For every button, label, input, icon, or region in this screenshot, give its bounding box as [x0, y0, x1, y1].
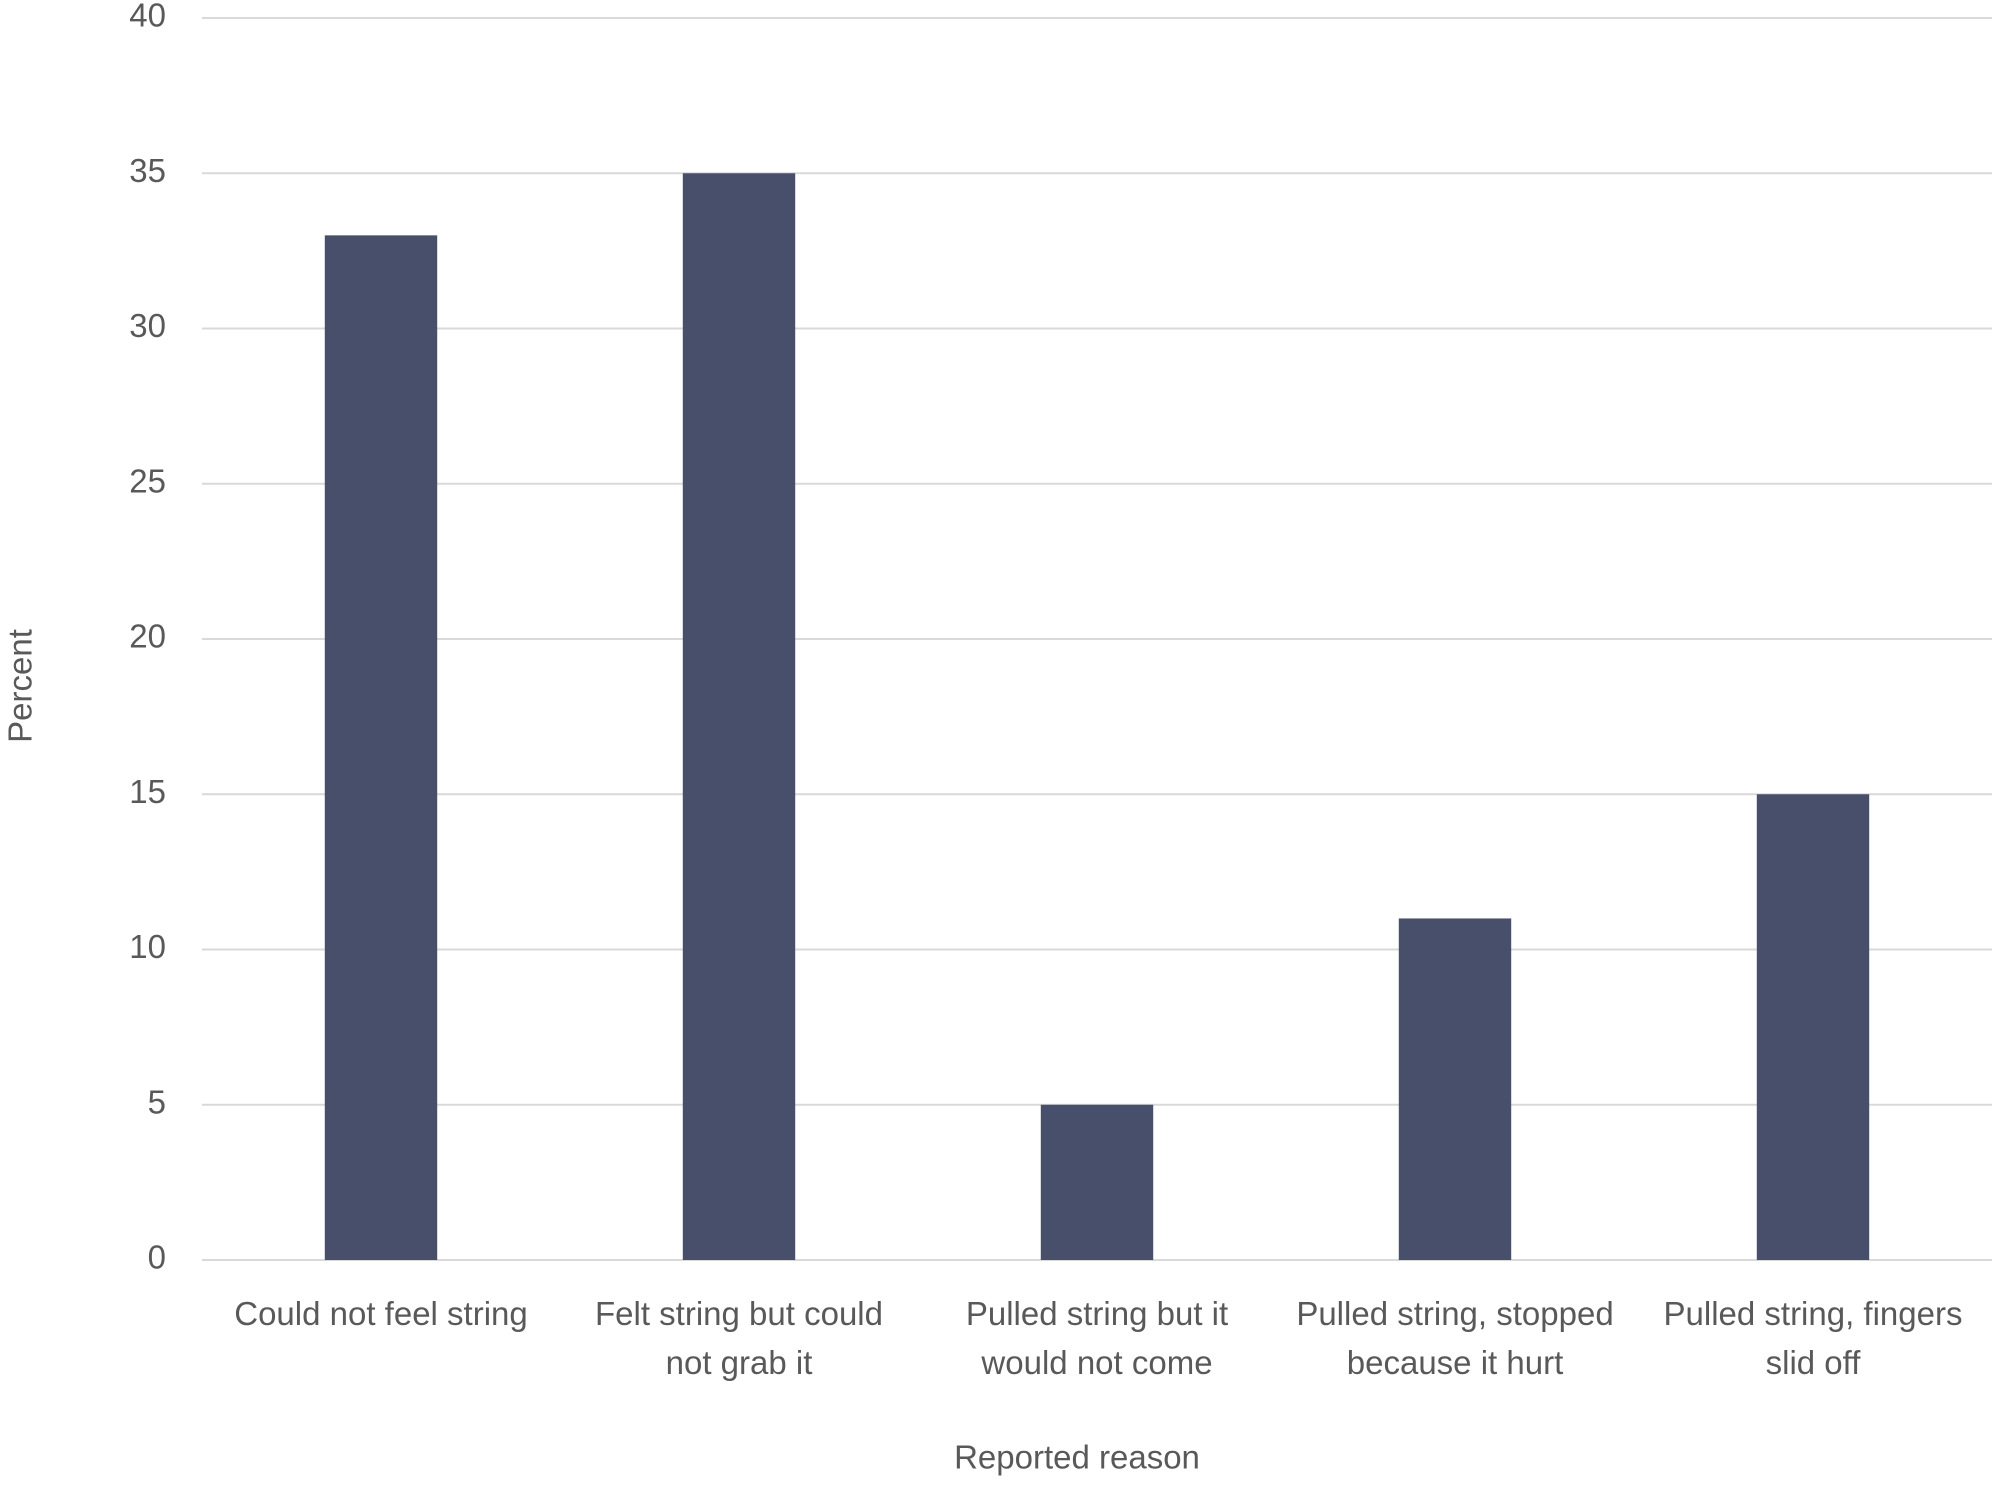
y-tick-label: 0 — [148, 1239, 166, 1276]
y-tick-label: 10 — [129, 928, 166, 965]
y-tick-label: 25 — [129, 462, 166, 499]
y-tick-label: 35 — [129, 152, 166, 189]
bar — [1040, 1104, 1154, 1260]
bar — [324, 235, 438, 1261]
x-tick-label: Pulled string, fingers slid off — [1663, 1295, 1963, 1381]
bar — [682, 173, 796, 1260]
y-tick-label: 15 — [129, 773, 166, 810]
bar — [1756, 794, 1870, 1260]
x-tick-label: Pulled string, stopped because it hurt — [1296, 1295, 1614, 1381]
x-tick-label: Could not feel string — [234, 1295, 528, 1332]
bar — [1398, 918, 1512, 1260]
y-tick-label: 5 — [148, 1083, 166, 1120]
y-tick-label: 30 — [129, 307, 166, 344]
x-tick-label: Pulled string but it would not come — [965, 1295, 1229, 1381]
x-axis-title: Reported reason — [954, 1439, 1200, 1476]
x-tick-label: Felt string but could not grab it — [595, 1295, 883, 1381]
y-tick-label: 40 — [129, 0, 166, 34]
y-tick-label: 20 — [129, 618, 166, 655]
y-axis-title: Percent — [2, 629, 39, 743]
